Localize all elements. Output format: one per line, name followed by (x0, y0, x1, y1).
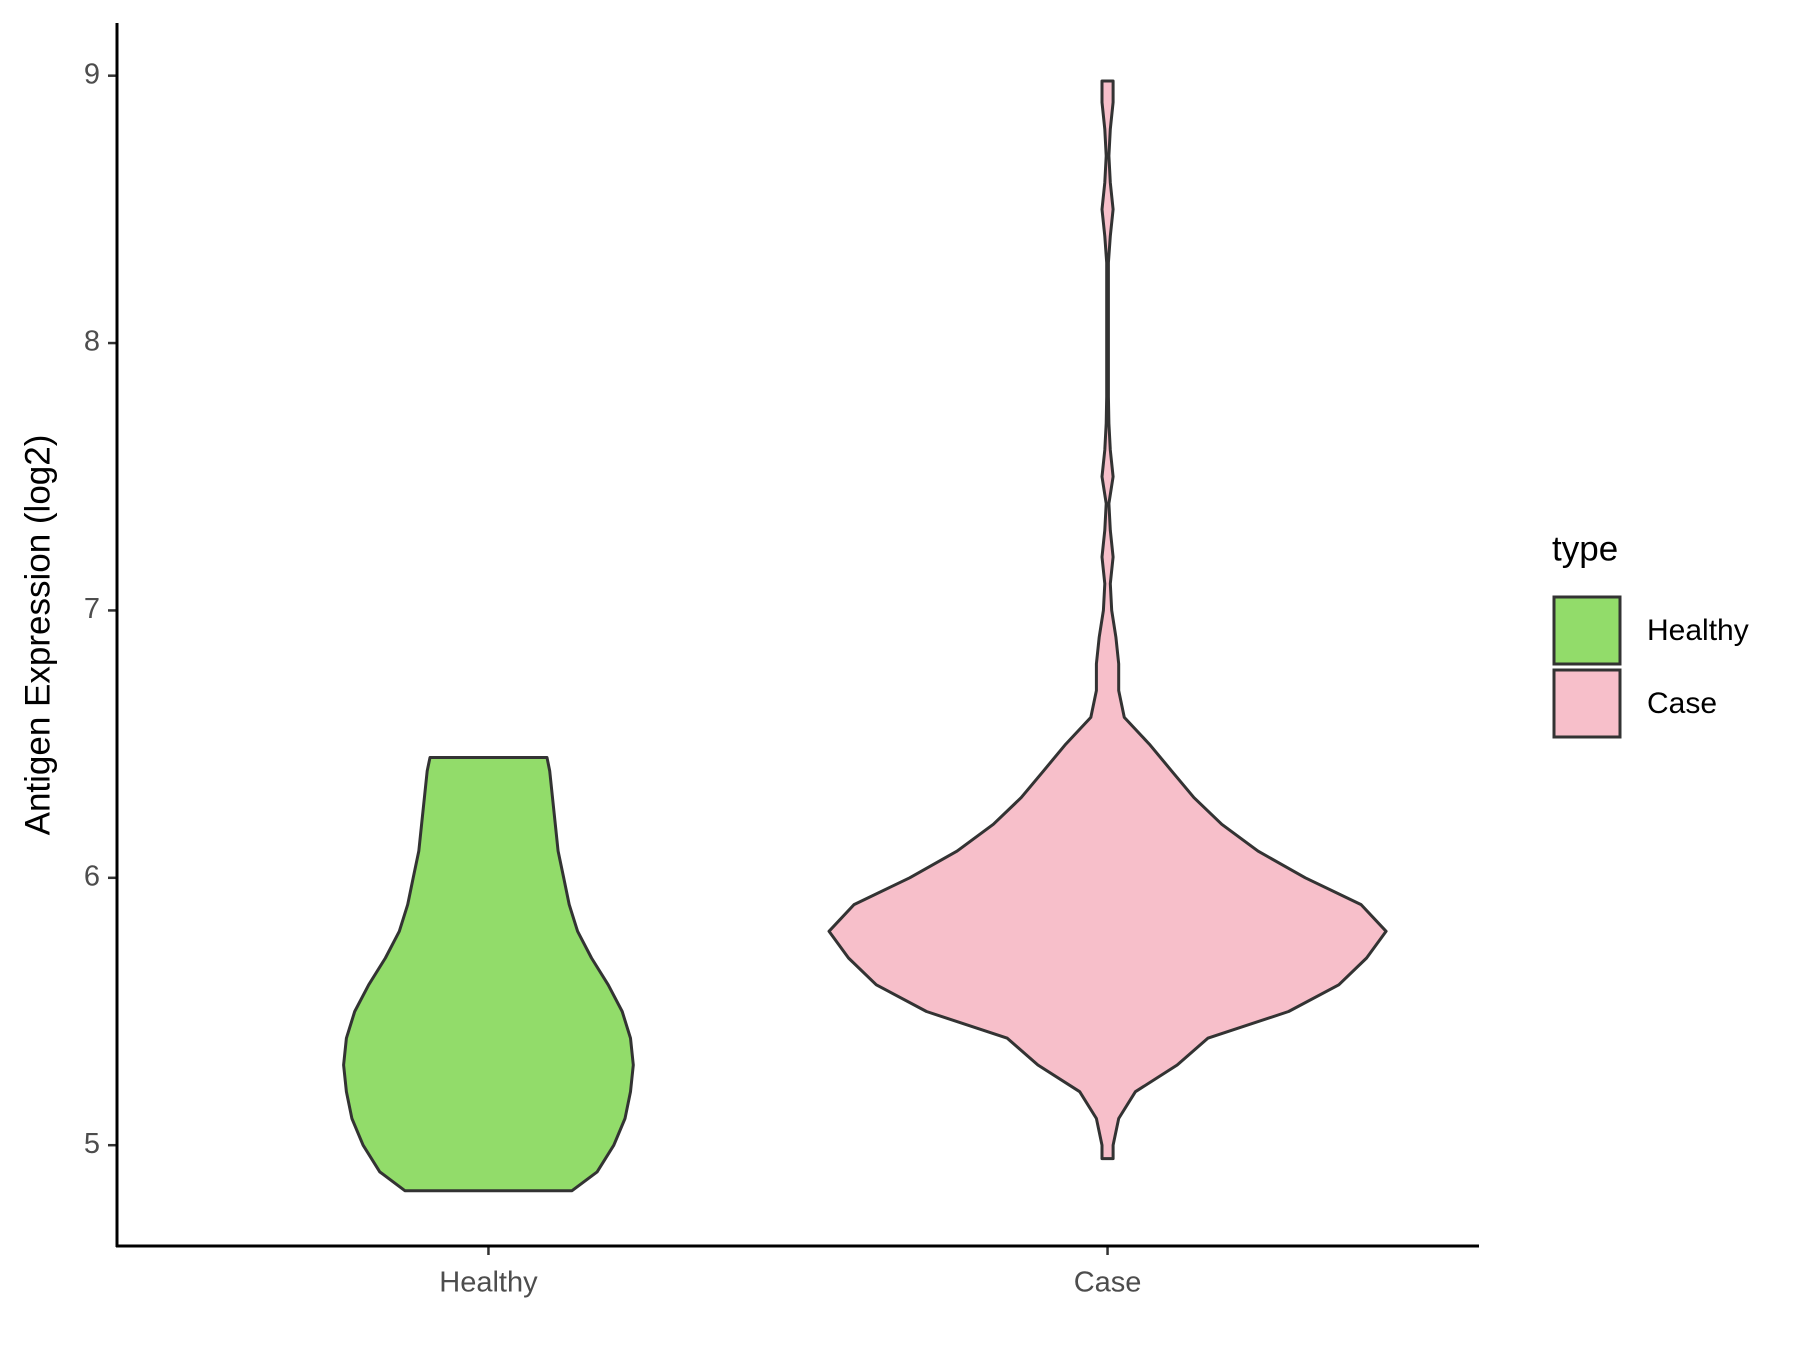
violin (342, 756, 635, 1193)
y-tick-label: 6 (84, 860, 100, 892)
legend-label: Case (1647, 687, 1717, 720)
legend-title: type (1552, 529, 1618, 568)
legend-key (1552, 595, 1622, 666)
x-tick-label: Case (1074, 1267, 1142, 1299)
y-tick-label: 5 (84, 1128, 100, 1160)
legend-key (1552, 668, 1622, 739)
y-tick-label: 9 (84, 58, 100, 90)
violin (827, 79, 1388, 1161)
legend-label: Healthy (1647, 614, 1749, 647)
x-tick-label: Healthy (439, 1267, 538, 1299)
y-axis-title: Antigen Expression (log2) (18, 435, 57, 836)
y-tick-label: 7 (84, 593, 100, 625)
y-tick-label: 8 (84, 326, 100, 358)
